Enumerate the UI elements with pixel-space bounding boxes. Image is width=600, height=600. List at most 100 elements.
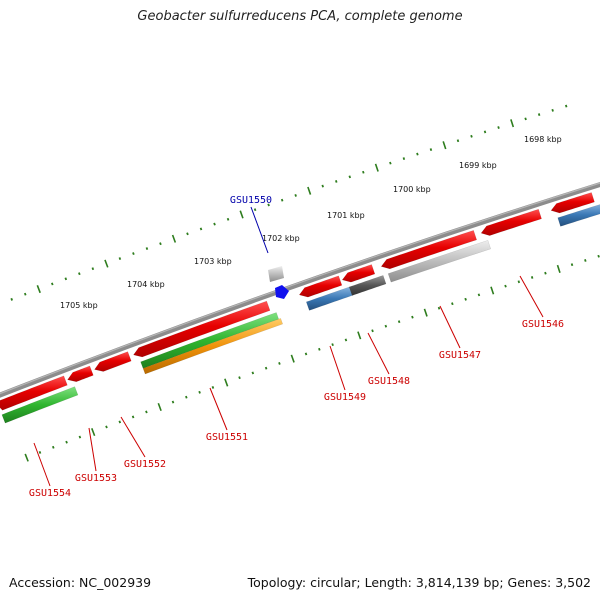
inner-minor-tick [344, 338, 348, 342]
inner-minor-tick [105, 425, 108, 429]
leader-GSU1548 [367, 332, 390, 375]
outer-minor-tick [226, 217, 230, 221]
inner-major-tick [91, 428, 96, 437]
inner-minor-tick [517, 280, 521, 284]
accession-text: Accession: NC_002939 [9, 575, 152, 590]
gene-label-GSU1552[interactable]: GSU1552 [124, 459, 166, 470]
outer-major-tick [442, 141, 447, 150]
gene-features [0, 192, 600, 424]
leader-GSU1546 [519, 275, 544, 318]
gene-GSU1551-feature-orange [142, 318, 284, 375]
gene-GSU1547-cds [380, 230, 477, 270]
ruler-label: 1704 kbp [127, 280, 165, 289]
gene-GSU1549-cds [298, 275, 343, 298]
inner-minor-tick [118, 420, 122, 424]
outer-major-tick [171, 234, 177, 243]
inner-minor-tick [544, 271, 547, 275]
inner-minor-tick [78, 435, 82, 439]
leader-GSU1550 [250, 206, 269, 254]
gene-label-GSU1554[interactable]: GSU1554 [29, 488, 71, 499]
gene-GSU1549-feature [305, 286, 354, 311]
gene-label-GSU1548[interactable]: GSU1548 [368, 376, 410, 387]
inner-minor-tick [264, 366, 268, 370]
inner-minor-tick [477, 293, 481, 297]
gene-GSU1551-cds [133, 300, 271, 358]
inner-major-tick [157, 402, 162, 412]
gene-label-GSU1547[interactable]: GSU1547 [439, 350, 481, 361]
leader-GSU1553 [88, 427, 97, 472]
inner-minor-tick [464, 297, 467, 301]
outer-minor-tick [551, 108, 554, 112]
gene-label-GSU1549[interactable]: GSU1549 [324, 392, 366, 403]
outer-tick-ruler [10, 104, 568, 301]
outer-minor-tick [335, 180, 338, 183]
gene-GSU1554-cds [0, 375, 68, 411]
outer-minor-tick [213, 222, 216, 226]
outer-minor-tick [118, 257, 122, 261]
map-title: Geobacter sulfurreducens PCA, complete g… [137, 9, 463, 24]
outer-minor-tick [564, 104, 568, 108]
outer-minor-tick [199, 227, 203, 231]
outer-major-tick [36, 285, 41, 294]
gene-GSU1546-cds [480, 208, 542, 236]
ruler-label: 1702 kbp [262, 234, 300, 243]
inner-minor-tick [451, 302, 454, 306]
inner-major-tick [290, 354, 295, 363]
gene-GSU1548-cds [341, 264, 376, 283]
outer-minor-tick [267, 203, 270, 207]
ruler-label: 1701 kbp [327, 211, 365, 220]
outer-minor-tick [91, 267, 95, 271]
outer-major-tick [239, 210, 244, 219]
inner-minor-tick [185, 395, 188, 399]
outer-minor-tick [23, 292, 27, 296]
outer-minor-tick [429, 148, 433, 152]
inner-minor-tick [570, 263, 574, 267]
leader-GSU1549 [329, 345, 346, 391]
outer-minor-tick [10, 297, 13, 301]
gene-label-GSU1551[interactable]: GSU1551 [206, 432, 248, 443]
outer-minor-tick [416, 152, 419, 156]
gene-GSU1554-feature [1, 386, 79, 424]
inner-minor-tick [171, 400, 175, 404]
outer-minor-tick [389, 161, 392, 165]
inner-minor-tick [371, 329, 374, 333]
ruler-label: 1705 kbp [60, 301, 98, 310]
outer-minor-tick [159, 242, 162, 246]
gene-next-cds [550, 192, 595, 214]
outer-minor-tick [456, 139, 460, 143]
ruler-label: 1700 kbp [393, 185, 431, 194]
outer-minor-tick [132, 252, 135, 256]
outer-minor-tick [253, 208, 257, 212]
inner-major-tick [224, 378, 229, 387]
inner-minor-tick [397, 320, 401, 324]
outer-minor-tick [294, 194, 297, 197]
gene-GSU1548-feature [348, 275, 387, 296]
inner-tick-ruler [24, 254, 600, 462]
outer-minor-tick [51, 282, 54, 286]
gene-label-GSU1546[interactable]: GSU1546 [522, 319, 564, 330]
gene-label-GSU1550[interactable]: GSU1550 [230, 195, 272, 206]
inner-minor-tick [304, 352, 308, 356]
inner-minor-tick [331, 343, 334, 347]
inner-minor-tick [278, 361, 281, 365]
outer-minor-tick [402, 157, 406, 161]
gene-GSU1550-marker [275, 285, 289, 299]
inner-minor-tick [38, 451, 42, 454]
gene-label-GSU1553[interactable]: GSU1553 [75, 473, 117, 484]
outer-minor-tick [78, 272, 81, 276]
outer-major-tick [374, 163, 379, 172]
outer-minor-tick [483, 130, 487, 134]
inner-minor-tick [238, 376, 241, 380]
outer-minor-tick [348, 175, 352, 179]
outer-minor-tick [470, 134, 473, 138]
inner-major-tick [556, 264, 561, 273]
outer-minor-tick [537, 113, 541, 117]
outer-minor-tick [64, 277, 68, 281]
inner-minor-tick [65, 440, 68, 444]
inner-minor-tick [198, 390, 201, 394]
inner-minor-tick [384, 324, 388, 328]
outer-major-tick [104, 259, 109, 268]
